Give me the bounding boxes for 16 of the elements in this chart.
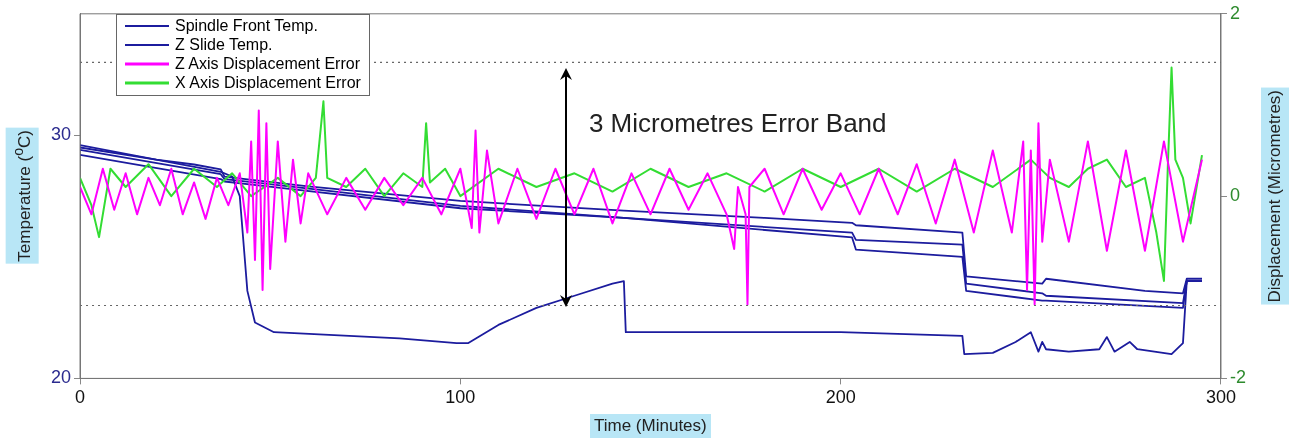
x-tick-label: 0 bbox=[75, 387, 86, 408]
y2-tick-label: -2 bbox=[1230, 367, 1247, 388]
y-tick-label: 30 bbox=[50, 124, 72, 145]
x-tick-label: 100 bbox=[445, 387, 476, 408]
y-tick-label: 20 bbox=[50, 367, 72, 388]
y2-tick-label: 0 bbox=[1230, 185, 1241, 206]
x-tick-label: 300 bbox=[1205, 387, 1237, 408]
legend-label: Z Axis Displacement Error bbox=[175, 55, 360, 74]
legend-label: Spindle Front Temp. bbox=[175, 17, 318, 36]
legend-label: Z Slide Temp. bbox=[175, 36, 273, 55]
y2-axis-title: Displacement (Micrometres) bbox=[1260, 87, 1289, 305]
x-axis-title: Time (Minutes) bbox=[590, 414, 711, 439]
annotation: 3 Micrometres Error Band bbox=[588, 107, 887, 139]
legend-label: X Axis Displacement Error bbox=[175, 74, 361, 93]
y2-tick-label: 2 bbox=[1230, 2, 1241, 23]
x-tick-label: 200 bbox=[825, 387, 856, 408]
